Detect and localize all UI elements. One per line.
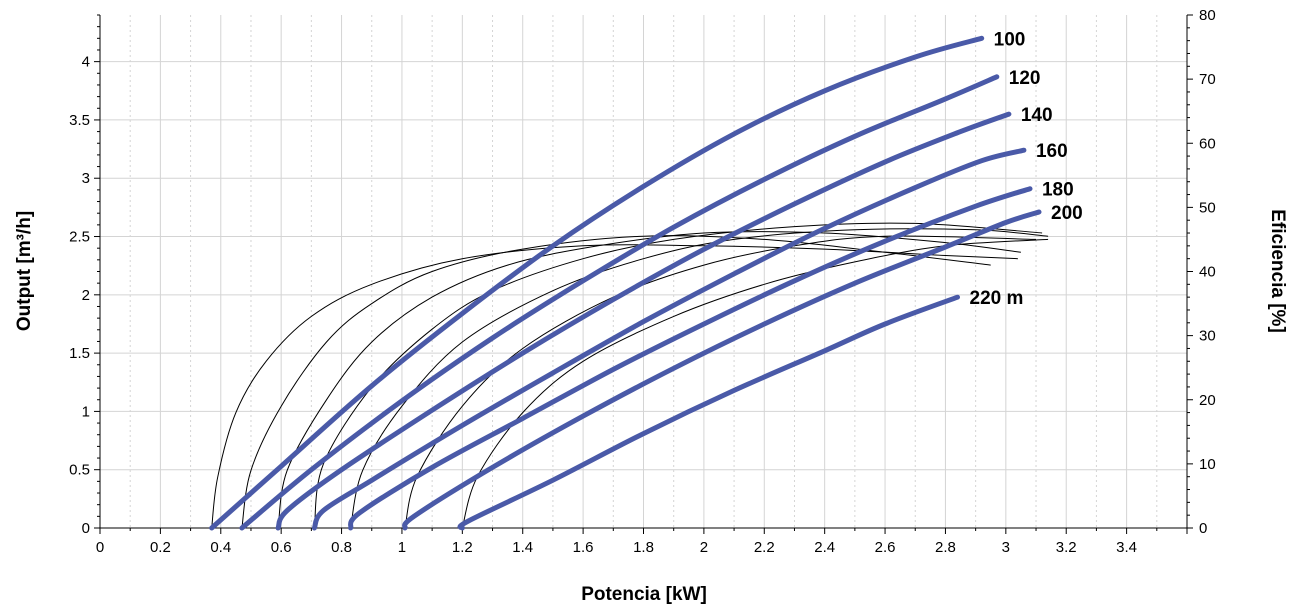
y2-tick-label: 60: [1199, 135, 1216, 152]
y-tick-label: 1: [82, 403, 90, 420]
curve-label-220-m: 220 m: [970, 288, 1024, 309]
y2-tick-label: 70: [1199, 71, 1216, 88]
x-tick-label: 2: [700, 539, 708, 556]
x-tick-label: 3.4: [1116, 539, 1137, 556]
y2-tick-label: 40: [1199, 264, 1216, 281]
x-tick-label: 1: [398, 539, 406, 556]
y2-axis-title: Eficiencia [%]: [1267, 209, 1288, 333]
x-tick-label: 2.4: [814, 539, 835, 556]
x-tick-label: 1.4: [512, 539, 533, 556]
efficiency-curve: [277, 231, 1021, 529]
efficiency-curve: [313, 222, 1043, 529]
x-tick-label: 1.8: [633, 539, 654, 556]
y2-tick-label: 10: [1199, 456, 1216, 473]
curve-label-180: 180: [1042, 180, 1074, 201]
curve-label-200: 200: [1051, 203, 1083, 224]
y-tick-label: 3.5: [69, 112, 90, 129]
y-tick-label: 4: [82, 54, 90, 71]
x-axis-title: Potencia [kW]: [581, 584, 707, 605]
y2-tick-label: 80: [1199, 7, 1216, 24]
efficiency-curves: [211, 222, 1049, 529]
efficiency-curve: [461, 238, 1049, 529]
x-tick-label: 2.2: [754, 539, 775, 556]
curve-label-160: 160: [1036, 141, 1068, 162]
efficiency-curve: [350, 228, 1049, 529]
x-tick-label: 0.8: [331, 539, 352, 556]
y2-tick-label: 30: [1199, 328, 1216, 345]
efficiency-curve: [211, 244, 1018, 529]
x-tick-label: 3: [1002, 539, 1010, 556]
curve-label-140: 140: [1021, 105, 1053, 126]
x-tick-label: 2.6: [875, 539, 896, 556]
output-curve-180: [348, 186, 1033, 531]
x-tick-label: 0.6: [271, 539, 292, 556]
axes: 0 0.2 0.4 0.6 0.8 1 1.2 1.4 1.6 1.8 2 2.2 2.4 2.6 2.8 3…: [69, 7, 1216, 556]
y-tick-label: 3: [82, 170, 90, 187]
x-tick-label: 2.8: [935, 539, 956, 556]
curve-label-100: 100: [994, 29, 1026, 50]
y-tick-label: 2.5: [69, 229, 90, 246]
grid: [99, 15, 1188, 529]
output-curve-200: [402, 209, 1042, 531]
x-tick-label: 1.2: [452, 539, 473, 556]
x-tick-label: 0.4: [210, 539, 231, 556]
y-tick-label: 0: [82, 520, 90, 537]
output-curve-140: [275, 111, 1012, 531]
y2-tick-label: 20: [1199, 392, 1216, 409]
y2-tick-label: 50: [1199, 199, 1216, 216]
x-tick-label: 1.6: [573, 539, 594, 556]
output-curve-220-m: [457, 294, 960, 531]
y-axis-title: Output [m³/h]: [14, 211, 35, 331]
output-curve-100: [209, 35, 985, 531]
curve-label-120: 120: [1009, 68, 1041, 89]
y-tick-label: 1.5: [69, 345, 90, 362]
y-tick-label: 0.5: [69, 462, 90, 479]
x-tick-label: 3.2: [1056, 539, 1077, 556]
output-curves: [209, 35, 1042, 531]
output-curve-120: [239, 74, 1000, 531]
y2-tick-label: 0: [1199, 520, 1207, 537]
output-curve-160: [311, 147, 1027, 531]
efficiency-curve: [241, 235, 991, 529]
x-tick-label: 0: [96, 539, 104, 556]
y-tick-label: 2: [82, 287, 90, 304]
x-tick-label: 0.2: [150, 539, 171, 556]
